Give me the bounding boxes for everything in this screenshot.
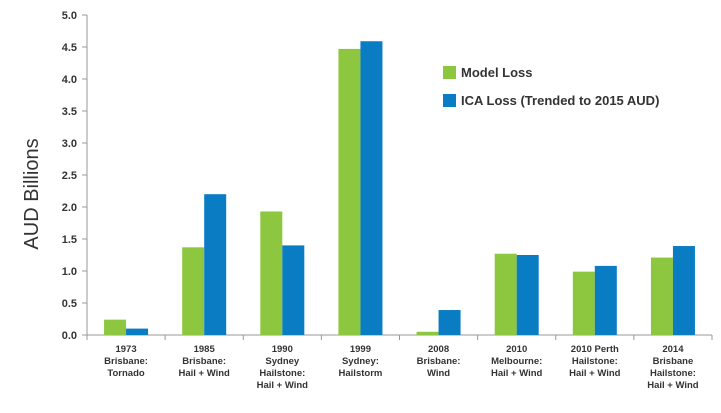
ica-loss-bar bbox=[204, 194, 227, 335]
ica-loss-bar bbox=[672, 246, 695, 335]
category-label: Sydney: bbox=[342, 356, 379, 367]
category-label: 2014 bbox=[662, 344, 684, 355]
y-tick-label: 1.5 bbox=[62, 234, 77, 246]
model-loss-bar bbox=[494, 253, 517, 335]
category-label: Brisbane: bbox=[104, 356, 148, 367]
category-label: Brisbane bbox=[653, 356, 694, 367]
category-label: Brisbane: bbox=[182, 356, 226, 367]
x-axis bbox=[86, 334, 713, 340]
ica-loss-bar bbox=[282, 245, 305, 335]
category-label: Hail + Wind bbox=[178, 368, 230, 379]
y-axis-label: AUD Billions bbox=[21, 138, 43, 249]
category-label: Hail + Wind bbox=[569, 368, 621, 379]
ica-loss-bar bbox=[594, 265, 617, 335]
category-label: 1985 bbox=[194, 344, 216, 355]
y-tick-label: 4.0 bbox=[62, 74, 77, 86]
y-tick-label: 3.0 bbox=[62, 138, 77, 150]
model-loss-bar bbox=[338, 48, 361, 336]
category-label: 1990 bbox=[272, 344, 293, 355]
model-loss-bar bbox=[182, 247, 205, 335]
model-loss-bar bbox=[416, 331, 439, 335]
category-label: 2010 bbox=[506, 344, 527, 355]
y-axis: 0.0 0.5 1.0 1.5 2.0 2.5 3.0 3.5 4.0 4.5 5.0 bbox=[62, 10, 88, 342]
category-label: 2010 Perth bbox=[571, 344, 619, 355]
y-tick-label: 4.5 bbox=[62, 42, 77, 54]
legend-swatch-model-loss bbox=[443, 66, 456, 79]
model-loss-bar bbox=[260, 211, 283, 335]
y-tick-label: 1.0 bbox=[62, 266, 77, 278]
category-label: 2008 bbox=[428, 344, 449, 355]
category-label: 1973 bbox=[115, 344, 136, 355]
y-tick-label: 5.0 bbox=[62, 10, 77, 22]
legend: Model Loss ICA Loss (Trended to 2015 AUD) bbox=[443, 65, 659, 108]
category-label: Hail + Wind bbox=[491, 368, 543, 379]
category-label: Hailstone: bbox=[650, 368, 696, 379]
category-label: Tornado bbox=[107, 368, 144, 379]
category-label: Hailstorm bbox=[339, 368, 383, 379]
category-label: 1999 bbox=[350, 344, 371, 355]
ica-loss-bar bbox=[438, 310, 461, 335]
legend-swatch-ica-loss bbox=[443, 94, 456, 107]
model-loss-bar bbox=[572, 271, 595, 335]
y-tick-label: 3.5 bbox=[62, 106, 77, 118]
category-label: Brisbane: bbox=[417, 356, 461, 367]
y-tick-label: 2.5 bbox=[62, 170, 77, 182]
ica-loss-bar bbox=[516, 255, 539, 335]
category-label: Hail + Wind bbox=[647, 380, 699, 391]
category-label: Hailstone: bbox=[572, 356, 618, 367]
category-label: Melbourne: bbox=[491, 356, 542, 367]
model-loss-bar bbox=[104, 319, 127, 335]
category-label: Hail + Wind bbox=[257, 380, 309, 391]
category-label: Wind bbox=[427, 368, 450, 379]
category-label: Hailstone: bbox=[259, 368, 305, 379]
y-tick-label: 0.5 bbox=[62, 298, 77, 310]
category-label: Sydney bbox=[265, 356, 300, 367]
legend-label: Model Loss bbox=[461, 65, 533, 80]
ica-loss-bar bbox=[126, 328, 149, 335]
y-tick-label: 0.0 bbox=[62, 330, 77, 342]
legend-label: ICA Loss (Trended to 2015 AUD) bbox=[461, 93, 659, 108]
ica-loss-bar bbox=[360, 41, 383, 336]
y-tick-label: 2.0 bbox=[62, 202, 77, 214]
bars bbox=[104, 41, 695, 336]
model-loss-bar bbox=[650, 257, 673, 335]
